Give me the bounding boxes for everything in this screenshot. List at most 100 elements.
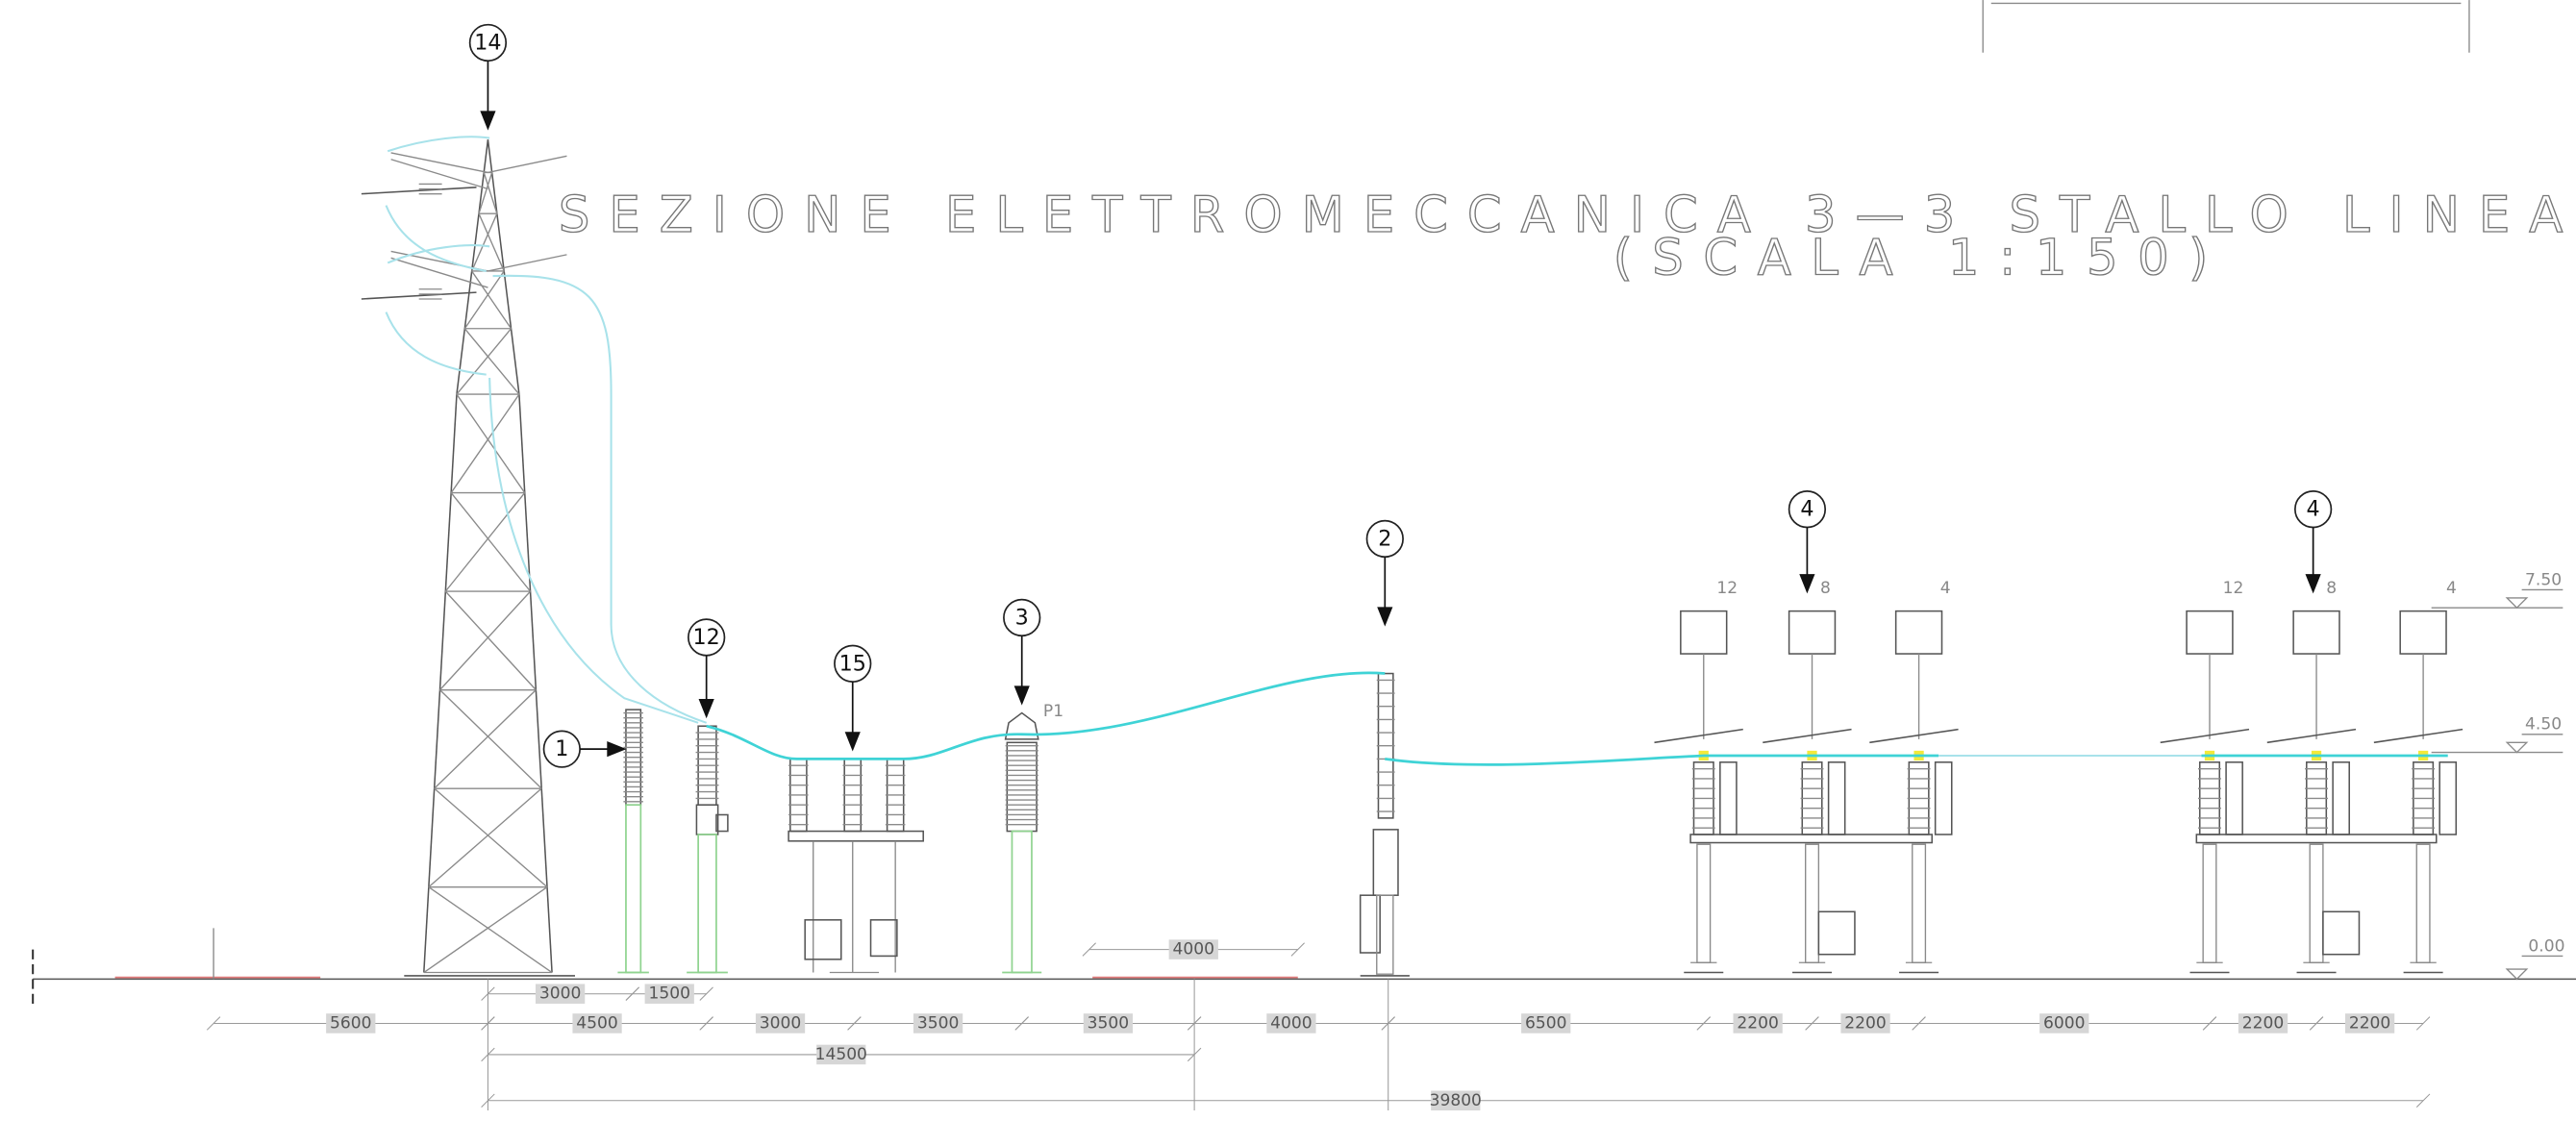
dimension-label: 3500 — [1088, 1013, 1129, 1033]
title-block-fragment — [1983, 0, 2469, 53]
callout: 15 — [839, 651, 866, 676]
support — [1012, 832, 1032, 973]
cross-arm — [488, 156, 566, 172]
dimension-label: 6000 — [2043, 1013, 2085, 1033]
blade — [2161, 730, 2249, 743]
mechanism-box — [2323, 911, 2360, 954]
post-base — [1373, 830, 1398, 895]
phase-label: 4 — [1940, 579, 1951, 598]
blade — [2374, 730, 2463, 743]
disconnector-frame — [1690, 835, 1932, 843]
callout: 12 — [693, 625, 720, 650]
callout: 2 — [1378, 526, 1391, 551]
blade — [1655, 730, 1743, 743]
dimension-label: 4000 — [1173, 940, 1214, 959]
dimension-label: 3000 — [760, 1013, 801, 1033]
disconnector-insulator — [1936, 762, 1952, 835]
elevations: 7.50 4.50 0.00 — [2432, 570, 2565, 979]
dimension-label: 4000 — [1270, 1013, 1312, 1033]
disconnector-post — [2203, 844, 2216, 962]
tower-brace — [445, 591, 536, 690]
annotation: P1 — [1043, 702, 1063, 721]
tower-brace — [429, 887, 552, 973]
tower-leg — [457, 139, 488, 394]
insulator-string — [362, 292, 477, 299]
elevation-label: 4.50 — [2525, 715, 2562, 735]
tower-brace — [440, 591, 531, 690]
callouts: 14 1 12 15 3 2 4 4 — [470, 25, 2332, 767]
support — [698, 835, 716, 973]
blade — [2267, 730, 2356, 743]
dimension-label: 2200 — [1737, 1013, 1778, 1033]
phase-label: 8 — [1820, 579, 1831, 598]
earthing-switch — [2187, 611, 2233, 654]
callout: 14 — [474, 30, 501, 55]
disconnector-insulator — [2226, 762, 2242, 835]
disconnector-post — [1913, 844, 1926, 962]
tower-brace — [435, 690, 537, 789]
dimension-label: 2200 — [2349, 1013, 2390, 1033]
page: SEZIONE ELETTROMECCANICA 3—3 STALLO LINE… — [0, 0, 2576, 1121]
callout: 1 — [555, 736, 568, 761]
blade — [1869, 730, 1958, 743]
tower-leg — [519, 394, 552, 972]
mechanism-box — [1818, 911, 1855, 954]
tower-brace — [457, 329, 512, 394]
mechanism-box — [805, 920, 841, 959]
dimension-label: 2200 — [2242, 1013, 2284, 1033]
disconnector-frame — [2196, 835, 2436, 843]
dimension-label: 4500 — [576, 1013, 617, 1033]
phase-label: 12 — [1716, 579, 1738, 598]
cross-arm — [391, 153, 488, 173]
tower-brace — [440, 690, 542, 789]
ground — [33, 928, 2576, 1009]
drawing: SEZIONE ELETTROMECCANICA 3—3 STALLO LINE… — [0, 0, 2576, 1121]
dimension-label: 1500 — [648, 984, 689, 1004]
tower-brace — [445, 493, 524, 592]
cvt-base — [696, 805, 717, 835]
elevation-label: 7.50 — [2525, 570, 2562, 589]
callout: 4 — [1800, 497, 1813, 522]
disconnector-insulator — [1720, 762, 1737, 835]
blade — [1763, 730, 1851, 743]
earthing-switch — [2293, 611, 2339, 654]
disconnector-insulator — [1829, 762, 1845, 835]
disconnector-post — [1697, 844, 1711, 962]
elevation-label: 0.00 — [2528, 936, 2564, 956]
phase-label: 4 — [2446, 579, 2457, 598]
dimension-label: 3500 — [917, 1013, 959, 1033]
dimension-label: 6500 — [1525, 1013, 1566, 1033]
title: SEZIONE ELETTROMECCANICA 3—3 STALLO LINE… — [559, 187, 2563, 244]
tower-brace — [451, 394, 519, 493]
phase-label: 8 — [2326, 579, 2337, 598]
support — [626, 805, 640, 972]
earthing-switch — [1681, 611, 1727, 654]
dimension-label: 2200 — [1844, 1013, 1886, 1033]
post-column — [1377, 895, 1393, 974]
callout: 3 — [1015, 605, 1029, 630]
earthing-switch — [2400, 611, 2446, 654]
callout: 4 — [2307, 497, 2320, 522]
tower-brace — [451, 493, 530, 592]
phase-label: 12 — [2223, 579, 2244, 598]
earthing-switch — [1789, 611, 1836, 654]
disconnector-post — [2416, 844, 2430, 962]
tower-brace — [435, 788, 547, 887]
dimension-label: 5600 — [330, 1013, 371, 1033]
disconnector-post — [2310, 844, 2323, 962]
disconnector-post — [1806, 844, 1819, 962]
earthing-switch — [1896, 611, 1942, 654]
disconnector-insulator — [2439, 762, 2456, 835]
dimension-label: 14500 — [815, 1045, 867, 1064]
tower-brace — [429, 788, 541, 887]
disconnector-insulator — [2333, 762, 2349, 835]
phase-labels: 12 8 4 12 8 4 — [1716, 579, 2456, 598]
tower-brace — [464, 329, 519, 394]
tower-leg — [424, 394, 457, 972]
dimension-label: 39800 — [1430, 1091, 1482, 1110]
dimension-label: 3000 — [539, 984, 581, 1004]
breaker-frame — [788, 832, 923, 841]
tower-brace — [424, 887, 547, 973]
tower-leg — [488, 139, 518, 394]
mechanism-box — [871, 920, 897, 957]
